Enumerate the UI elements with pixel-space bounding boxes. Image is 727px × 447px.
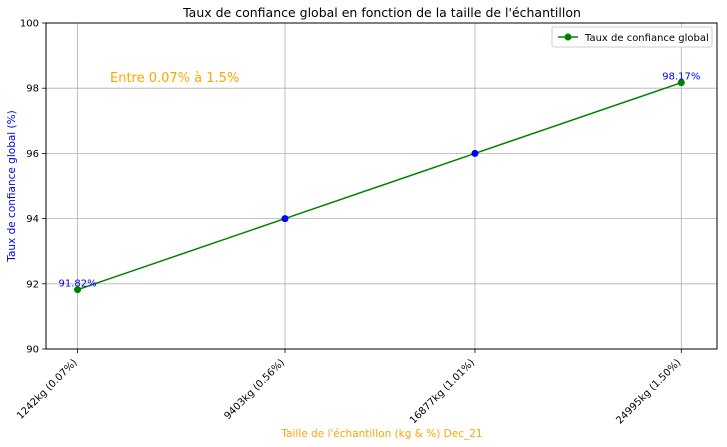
data-point [471, 149, 479, 157]
data-point [677, 79, 685, 87]
y-tick-label: 90 [26, 345, 39, 356]
y-tick-label: 96 [26, 149, 39, 160]
y-tick-label: 98 [26, 84, 39, 95]
data-label: 91.82% [58, 279, 96, 290]
plot-area [45, 22, 718, 350]
chart-title: Taux de confiance global en fonction de … [182, 5, 581, 20]
data-point [74, 286, 82, 294]
x-axis-label: Taille de l'échantillon (kg & %) Dec_21 [280, 428, 482, 440]
legend-frame [551, 26, 713, 48]
y-axis-label: Taux de confiance global (%) [6, 110, 18, 262]
legend-label: Taux de confiance global [584, 33, 709, 44]
x-tick-label: 1242kg (0.07%) [15, 357, 80, 422]
data-point [281, 215, 289, 223]
series-line [77, 81, 682, 291]
data-label: 98.17% [662, 72, 700, 83]
legend-marker [564, 33, 572, 41]
x-tick-label: 9403kg (0.56%) [223, 357, 288, 422]
legend: Taux de confiance global [551, 26, 713, 48]
y-tick-label: 94 [26, 214, 39, 225]
series: 91.82% 98.17% [58, 72, 700, 294]
y-tick-label: 92 [26, 279, 39, 290]
annotation-text: Entre 0.07% à 1.5% [110, 71, 239, 86]
x-tick-label: 16877kg (1.01%) [408, 357, 477, 426]
x-tick-label: 24995kg (1.50%) [614, 357, 683, 426]
y-tick-label: 100 [20, 19, 39, 30]
